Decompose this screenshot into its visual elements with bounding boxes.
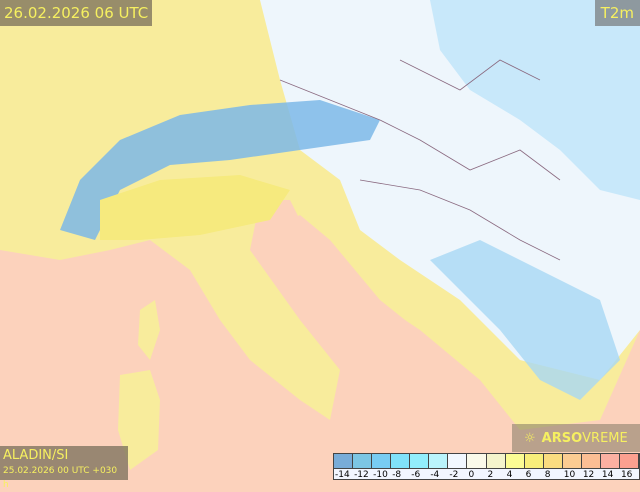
legend-swatch <box>581 454 601 468</box>
legend-tick: 12 <box>582 470 595 480</box>
adriatic <box>270 215 430 360</box>
legend-swatch <box>505 454 525 468</box>
sardinia <box>118 370 160 470</box>
legend-swatch <box>391 454 411 468</box>
legend-tick: -4 <box>430 470 440 480</box>
legend-tick: -10 <box>373 470 388 480</box>
legend-tick: -12 <box>354 470 369 480</box>
legend-swatch <box>372 454 392 468</box>
balkan-mountains <box>430 240 620 400</box>
model-run: 25.02.2026 00 UTC +030 h <box>3 466 118 490</box>
legend-tick: 14 <box>601 470 614 480</box>
legend-tick: 4 <box>506 470 513 480</box>
border-line <box>279 79 561 181</box>
legend-swatch <box>562 454 582 468</box>
valid-time-label: 26.02.2026 06 UTC <box>0 0 153 26</box>
legend-tick: -8 <box>392 470 402 480</box>
legend-tick: 8 <box>544 470 551 480</box>
parameter-label: T2m <box>594 0 640 26</box>
alps <box>60 100 380 240</box>
legend-tick: 0 <box>468 470 475 480</box>
temperature-map <box>0 0 640 470</box>
po-valley <box>100 175 290 240</box>
legend-tick: 6 <box>525 470 532 480</box>
legend-tick: 10 <box>563 470 576 480</box>
model-info: ALADIN/SI 25.02.2026 00 UTC +030 h <box>0 446 128 490</box>
legend-swatch <box>543 454 563 468</box>
border-line <box>399 59 541 91</box>
legend-tick: 2 <box>487 470 494 480</box>
legend-swatch <box>334 454 354 468</box>
logo-brand-light: VREME <box>582 430 628 446</box>
legend-tick: 16 <box>620 470 633 480</box>
legend-swatch <box>600 454 620 468</box>
arso-logo: ☼ ARSOVREME <box>512 424 640 452</box>
legend-swatch <box>486 454 506 468</box>
legend-tick: -14 <box>335 470 350 480</box>
legend-tick: -2 <box>449 470 459 480</box>
legend-swatch <box>467 454 487 468</box>
land-cold-northeast <box>430 0 640 200</box>
legend-swatch <box>524 454 544 468</box>
model-name: ALADIN/SI <box>3 448 69 463</box>
logo-brand-bold: ARSO <box>541 430 583 446</box>
legend-swatch <box>448 454 468 468</box>
border-line <box>359 179 561 261</box>
legend-swatch <box>619 454 639 468</box>
legend-swatch <box>353 454 373 468</box>
corsica <box>138 300 160 360</box>
legend-swatch <box>410 454 430 468</box>
color-legend: -14 -12 -10 -8 -6 -4 -2 0 2 4 6 8 10 12 14 16 <box>333 453 640 480</box>
legend-tick: -6 <box>411 470 421 480</box>
legend-swatch <box>429 454 449 468</box>
sun-icon: ☼ <box>524 430 536 446</box>
